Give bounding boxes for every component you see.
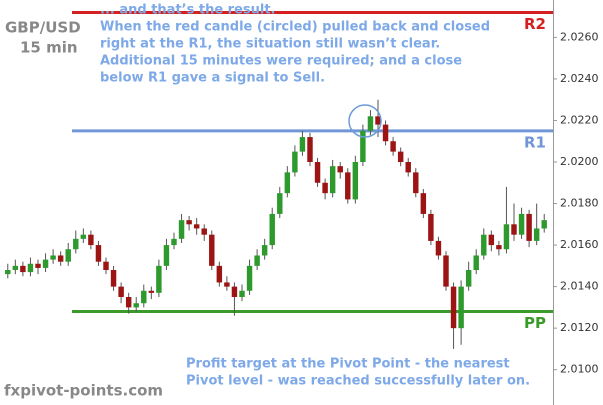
plot-area <box>5 10 553 349</box>
candle-body <box>110 270 117 287</box>
candle-body <box>20 265 26 273</box>
candle-body <box>518 213 525 235</box>
y-tick-label: 2.0260 <box>560 30 599 43</box>
y-tick-label: 2.0140 <box>560 280 599 293</box>
candle-body <box>88 234 94 246</box>
candle-body <box>413 172 419 194</box>
candle-body <box>186 220 192 225</box>
candle-body <box>57 255 64 262</box>
annotation: When the red candle (circled) pulled bac… <box>100 20 490 35</box>
annotation: ... and that’s the result. <box>100 3 276 18</box>
highlight-circle <box>348 104 382 138</box>
candle-body <box>254 255 260 266</box>
candle-body <box>533 228 540 241</box>
candle-body <box>488 234 495 246</box>
candle-body <box>307 137 313 162</box>
candle-body <box>80 234 87 239</box>
candle-body <box>360 130 366 162</box>
candle-body <box>375 116 381 125</box>
y-tick-label: 2.0180 <box>560 197 599 210</box>
candle-body <box>420 193 427 214</box>
annotation: Pivot level - was reached successfully l… <box>186 374 530 389</box>
candle-body <box>156 265 162 293</box>
candle-body <box>292 151 298 173</box>
candle-body <box>314 162 321 183</box>
candle-body <box>163 245 170 266</box>
candle-body <box>322 182 328 194</box>
y-tick-label: 2.0220 <box>560 113 599 126</box>
y-tick-label: 2.0200 <box>560 155 599 168</box>
candle-body <box>201 228 207 235</box>
candle-body <box>193 224 200 229</box>
candle-body <box>481 234 487 256</box>
candle-body <box>541 220 547 229</box>
candle-body <box>450 286 457 329</box>
level-label: R2 <box>524 15 546 33</box>
level-label: R1 <box>524 133 546 151</box>
candle-body <box>352 162 359 200</box>
candle-body <box>397 151 404 162</box>
candle-body <box>209 234 215 266</box>
candle-body <box>95 245 102 262</box>
candle-body <box>526 213 532 241</box>
candle-body <box>141 290 147 304</box>
y-tick-label: 2.0240 <box>560 72 599 85</box>
candle-body <box>367 116 374 131</box>
candle-body <box>435 240 442 256</box>
candle-body <box>73 238 79 250</box>
candle-body <box>118 286 124 297</box>
candle-body <box>269 213 275 246</box>
source: fxpivot-points.com <box>4 382 163 400</box>
chart-title: GBP/USD <box>5 19 81 37</box>
candle-body <box>178 220 185 239</box>
candle-body <box>133 303 139 308</box>
candle-body <box>231 286 238 297</box>
annotation: Profit target at the Pivot Point - the n… <box>186 357 510 372</box>
candle-body <box>239 290 245 297</box>
candle-body <box>390 141 396 152</box>
candle-body <box>299 137 306 152</box>
candle-body <box>277 193 283 214</box>
candle-body <box>284 172 291 194</box>
y-tick-label: 2.0160 <box>560 238 599 251</box>
annotation: Additional 15 minutes were required; and… <box>100 54 462 69</box>
candle-body <box>103 261 109 270</box>
annotation: right at the R1, the situation still was… <box>100 37 440 52</box>
candle-body <box>511 224 517 235</box>
candle-body <box>345 172 351 200</box>
y-tick-label: 2.0100 <box>560 363 599 376</box>
candle-body <box>27 263 34 273</box>
candle-body <box>125 297 132 308</box>
candle-body <box>473 255 479 270</box>
candle-body <box>261 245 268 256</box>
candle-body <box>216 265 223 283</box>
candle-body <box>50 255 56 260</box>
candle-body <box>12 265 19 270</box>
candle-body <box>329 166 336 194</box>
candle-body <box>337 166 343 173</box>
candle-body <box>405 162 411 173</box>
candle-body <box>171 238 177 246</box>
y-tick-label: 2.0120 <box>560 321 599 334</box>
candle-body <box>35 263 41 268</box>
annotation: below R1 gave a signal to Sell. <box>100 71 325 86</box>
candle-body <box>428 213 434 241</box>
candle-body <box>465 270 472 287</box>
candle-body <box>224 282 230 287</box>
level-label: PP <box>524 314 546 332</box>
candle-body <box>458 286 464 329</box>
candle-body <box>382 124 389 142</box>
candle-body <box>443 255 449 287</box>
candle-body <box>65 249 71 262</box>
candle-body <box>5 270 11 275</box>
candle-body <box>503 224 510 250</box>
candle-body <box>246 265 253 291</box>
chart-subtitle: 15 min <box>20 39 78 57</box>
candle-body <box>148 290 155 293</box>
candle-body <box>496 245 502 250</box>
candle-body <box>42 259 49 268</box>
